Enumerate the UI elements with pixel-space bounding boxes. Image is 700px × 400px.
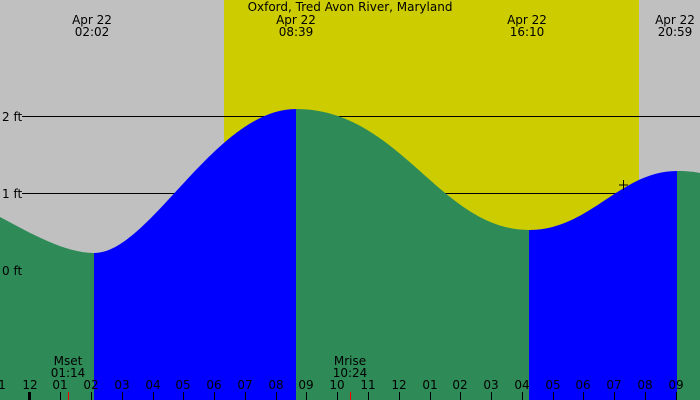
x-tick-label: 04: [514, 378, 530, 392]
x-tick-label: 10: [329, 378, 345, 392]
x-tick-label: 05: [545, 378, 561, 392]
moon-event-time: 01:14: [50, 366, 86, 380]
moon-event-label: Mset: [53, 354, 83, 368]
x-tick-label: 08: [268, 378, 284, 392]
event-date: Apr 22: [507, 13, 547, 27]
event-time: 20:59: [657, 25, 693, 39]
moonrise-label: Mrise 10:24: [328, 355, 372, 379]
x-tick-label: 07: [237, 378, 253, 392]
event-time: 08:39: [278, 25, 314, 39]
x-tick-label: 09: [668, 378, 684, 392]
x-tick-label: 08: [637, 378, 653, 392]
x-axis-ticks: [28, 392, 677, 400]
tide-event-low-1: Apr 22 02:02: [62, 14, 122, 38]
x-tick-label: 07: [606, 378, 622, 392]
x-tick-label: 01: [422, 378, 438, 392]
x-tick-label: 09: [298, 378, 314, 392]
event-time: 16:10: [509, 25, 545, 39]
rising-tide-area: [529, 171, 677, 400]
x-tick-label: 1: [0, 378, 6, 392]
x-tick-label: 03: [114, 378, 130, 392]
tide-event-low-2: Apr 22 16:10: [497, 14, 557, 38]
x-tick-label: 02: [452, 378, 468, 392]
rising-tide-area: [94, 109, 296, 400]
event-time: 02:02: [74, 25, 110, 39]
x-tick-label: 06: [575, 378, 591, 392]
moon-event-time: 10:24: [332, 366, 368, 380]
tide-event-high-1: Apr 22 08:39: [266, 14, 326, 38]
x-tick-label: 02: [83, 378, 99, 392]
event-date: Apr 22: [72, 13, 112, 27]
tide-event-high-2: Apr 22 20:59: [645, 14, 700, 38]
event-date: Apr 22: [655, 13, 695, 27]
falling-tide-area: [296, 109, 529, 400]
falling-tide-area: [677, 171, 700, 400]
x-tick-label: 06: [206, 378, 222, 392]
x-tick-label: 04: [145, 378, 161, 392]
x-tick-label: 11: [360, 378, 376, 392]
falling-tide-area: [0, 217, 94, 400]
x-tick-label: 12: [391, 378, 407, 392]
y-label-0ft: 0 ft: [2, 264, 23, 278]
x-tick-label: 12: [22, 378, 38, 392]
chart-title: Oxford, Tred Avon River, Maryland: [247, 0, 453, 14]
x-tick-label: 03: [483, 378, 499, 392]
y-label-1ft: 1 ft: [2, 187, 23, 201]
x-tick-label: 05: [175, 378, 191, 392]
moonset-label: Mset 01:14: [48, 355, 88, 379]
x-tick-label: 01: [52, 378, 68, 392]
y-label-2ft: 2 ft: [2, 110, 23, 124]
event-date: Apr 22: [276, 13, 316, 27]
moon-event-label: Mrise: [333, 354, 367, 368]
